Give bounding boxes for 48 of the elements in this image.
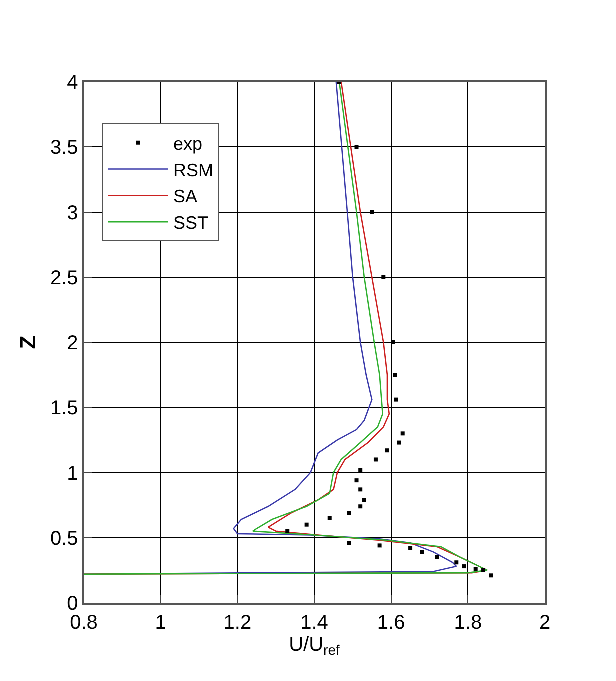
legend-label: exp (173, 134, 202, 154)
point (420, 550, 424, 554)
point (394, 398, 398, 402)
point (362, 498, 366, 502)
point (385, 448, 390, 453)
y-axis-title: Z (16, 336, 41, 350)
point (378, 544, 382, 548)
y-tick-label: 3.5 (50, 137, 78, 160)
point (382, 275, 386, 280)
point (358, 468, 363, 472)
legend-label: RSM (173, 160, 214, 180)
point (370, 210, 374, 214)
y-tick-label: 3 (67, 202, 78, 224)
point (354, 478, 359, 483)
y-tick-label: 0.5 (50, 528, 78, 550)
point (358, 504, 363, 509)
point (286, 529, 290, 534)
point (474, 567, 478, 572)
point (462, 564, 466, 569)
x-axis-title: U/U$_{ref}$ (289, 634, 340, 658)
x-tick-label: 1.4 (300, 612, 328, 634)
x-tick-label: 1.2 (224, 612, 252, 634)
point (489, 574, 494, 578)
point (400, 432, 405, 436)
point (347, 511, 352, 516)
legend-label: SA (173, 186, 198, 207)
point (304, 522, 309, 527)
x-tick-label: 1 (155, 612, 166, 634)
point (328, 516, 332, 520)
y-tick-label: 2 (67, 332, 78, 354)
point (374, 458, 378, 462)
point (397, 440, 402, 445)
point (408, 546, 413, 550)
point (454, 560, 459, 565)
x-tick-label: 2 (539, 612, 551, 634)
point (354, 145, 359, 150)
point (435, 555, 440, 560)
x-tick-label: 1.8 (454, 612, 482, 634)
y-tick-label: 4 (67, 72, 78, 94)
y-tick-label: 1 (67, 462, 78, 485)
x-tick-label: 1.6 (377, 612, 406, 634)
y-tick-label: 2.5 (50, 267, 78, 290)
point (393, 373, 398, 378)
point (482, 568, 486, 572)
y-tick-label: 1.5 (50, 398, 78, 420)
point (358, 488, 363, 492)
legend-label: SST (173, 213, 208, 234)
point (347, 541, 352, 546)
